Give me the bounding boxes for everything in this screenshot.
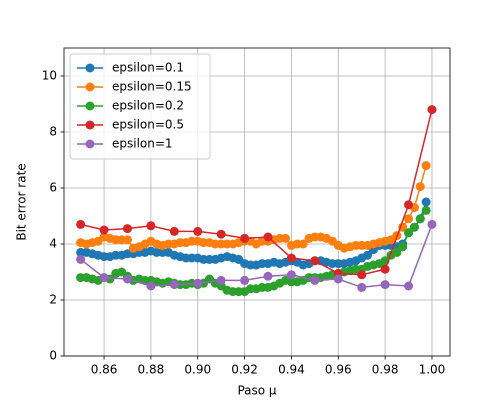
data-point	[216, 275, 226, 285]
legend-box	[69, 53, 211, 160]
legend-label: epsilon=0.5	[112, 118, 184, 132]
data-point	[415, 182, 425, 192]
data-point	[281, 233, 291, 243]
x-tick-label: 0.92	[231, 363, 258, 377]
data-point	[263, 271, 273, 281]
x-tick-label: 0.98	[372, 363, 399, 377]
x-tick-label: 0.94	[278, 363, 305, 377]
legend-marker	[85, 120, 95, 130]
data-point	[310, 256, 320, 266]
y-tick-label: 8	[49, 125, 57, 139]
series-line	[80, 224, 433, 289]
data-point	[99, 225, 109, 235]
data-point	[240, 275, 250, 285]
data-point	[310, 275, 320, 285]
x-tick-label: 0.86	[91, 363, 118, 377]
data-point	[286, 253, 296, 263]
y-tick-label: 2	[49, 293, 57, 307]
data-point	[99, 273, 109, 283]
data-point	[392, 247, 402, 257]
data-point	[421, 197, 431, 207]
data-point	[146, 221, 156, 231]
legend-label: epsilon=0.1	[112, 61, 184, 75]
data-point	[240, 233, 250, 243]
data-point	[76, 219, 86, 229]
data-point	[404, 281, 414, 291]
data-point	[263, 232, 273, 242]
x-tick-label: 0.90	[184, 363, 211, 377]
data-point	[298, 239, 308, 249]
legend-marker	[85, 101, 95, 111]
data-point	[216, 229, 226, 239]
legend-label: epsilon=0.2	[112, 99, 184, 113]
data-point	[427, 219, 437, 229]
data-point	[357, 270, 367, 280]
y-axis-label: Bit error rate	[15, 163, 29, 240]
x-tick-label: 0.88	[138, 363, 165, 377]
data-point	[169, 280, 179, 290]
y-tick-label: 0	[49, 349, 57, 363]
y-tick-label: 4	[49, 237, 57, 251]
data-point	[193, 226, 203, 236]
data-point	[421, 205, 431, 215]
data-point	[122, 235, 132, 245]
series-line	[80, 165, 427, 250]
data-point	[398, 242, 408, 252]
data-point	[122, 224, 132, 234]
data-point	[404, 214, 414, 224]
data-point	[415, 214, 425, 224]
legend-label: epsilon=1	[112, 137, 173, 151]
data-point	[404, 228, 414, 238]
x-axis-label: Paso μ	[237, 384, 276, 398]
data-point	[193, 278, 203, 288]
data-point	[333, 274, 343, 284]
data-point	[404, 200, 414, 210]
x-tick-label: 1.00	[419, 363, 446, 377]
plot-frame	[63, 47, 451, 357]
y-tick-label: 10	[42, 69, 57, 83]
data-point	[357, 282, 367, 292]
data-point	[421, 161, 431, 171]
data-point	[380, 280, 390, 290]
data-point	[427, 105, 437, 115]
data-point	[122, 274, 132, 284]
data-point	[286, 270, 296, 280]
legend-marker	[85, 63, 95, 73]
series-line	[80, 109, 433, 276]
data-point	[169, 226, 179, 236]
data-point	[409, 222, 419, 232]
data-point	[76, 254, 86, 264]
legend-marker	[85, 82, 95, 92]
x-tick-label: 0.96	[325, 363, 352, 377]
legend-label: epsilon=0.15	[112, 80, 192, 94]
y-tick-label: 6	[49, 181, 57, 195]
legend-marker	[85, 139, 95, 149]
data-point	[146, 281, 156, 291]
data-point	[380, 264, 390, 274]
data-point	[363, 250, 373, 260]
